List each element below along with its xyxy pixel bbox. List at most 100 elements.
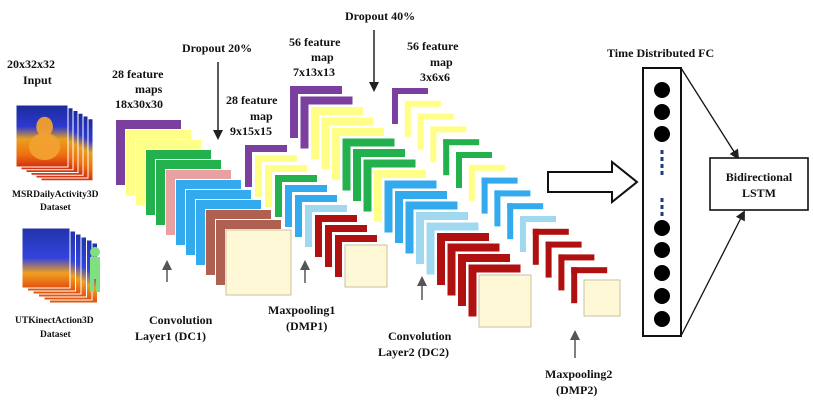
neuron — [654, 220, 670, 236]
feature-map-edge-top — [295, 195, 337, 202]
feature-map — [478, 274, 532, 328]
feature-map-edge-left — [447, 243, 456, 296]
neuron — [654, 265, 670, 281]
feature-map-edge-left — [332, 128, 340, 180]
feature-map — [225, 229, 292, 296]
feature-map-edge-top — [332, 128, 384, 136]
neuron — [654, 288, 670, 304]
ellipsis-dash — [660, 198, 664, 202]
feature-map-edge-top — [245, 145, 287, 152]
feature-map-edge-top — [325, 225, 367, 232]
feature-map-edge-left — [545, 241, 552, 278]
feature-map-edge-top — [186, 190, 251, 199]
feature-map-edge-left — [126, 130, 135, 195]
ellipsis-dash — [660, 171, 664, 175]
ellipsis-dash — [660, 157, 664, 161]
feature-map-edge-left — [417, 113, 424, 150]
feature-map-edge-left — [216, 220, 225, 285]
feature-map-edge-top — [363, 159, 416, 168]
dropout-40-label: Dropout 40% — [345, 9, 415, 23]
person-silhouette-leg — [90, 278, 94, 292]
input-label: Input — [23, 73, 52, 87]
feature-map-edge-left — [300, 96, 309, 149]
neuron — [654, 311, 670, 327]
dc1-maps-count: 28 feature — [112, 67, 164, 81]
dmp2-maps-word: map — [430, 55, 453, 69]
feature-map-edge-top — [342, 138, 395, 147]
dmp1-section: 28 feature map 9x15x15 Maxpooling1 (DMP1… — [226, 93, 388, 333]
person-silhouette — [90, 247, 100, 257]
feature-map-edge-left — [443, 139, 450, 176]
dropout-20-label: Dropout 20% — [182, 41, 252, 55]
feature-map-edge-left — [166, 170, 175, 235]
feature-map-edge-left — [468, 264, 477, 317]
fc-to-lstm-arrow-bottom — [680, 210, 745, 337]
feature-map-edge-top — [285, 185, 327, 192]
feature-map-edge-left — [295, 195, 302, 237]
feature-map-edge-left — [404, 100, 411, 137]
feature-map-edge-top — [468, 164, 505, 171]
feature-map-edge-left — [437, 233, 445, 285]
dmp2-section: 56 feature map 3x6x6 Maxpooling2 (DMP2) — [391, 39, 621, 397]
feature-map-edge-top — [494, 190, 531, 197]
input-section: 20x32x32 Input MSRDailyActivity3D Datase… — [7, 57, 100, 340]
feature-map-edge-top — [305, 205, 347, 212]
neuron — [654, 82, 670, 98]
feature-map-edge-top — [571, 267, 608, 274]
feature-map-edge-top — [374, 170, 426, 178]
feature-map-edge-top — [300, 96, 353, 105]
feature-map-edge-left — [558, 254, 565, 291]
feature-map-edge-top — [545, 241, 582, 248]
feature-map-edge-top — [426, 222, 479, 231]
feature-map-edge-left — [196, 200, 205, 265]
ellipsis-dash — [660, 164, 664, 168]
feature-map-edge-left — [456, 152, 462, 188]
dmp1-maps-size: 9x15x15 — [230, 124, 272, 138]
feature-map-edge-left — [571, 267, 578, 304]
feature-map-edge-top — [417, 113, 454, 120]
feature-map-edge-top — [456, 152, 492, 158]
feature-map-edge-top — [443, 139, 480, 146]
dmp1-feature-maps — [244, 144, 388, 288]
feature-map-edge-left — [374, 170, 382, 222]
person-silhouette-body — [90, 257, 100, 279]
feature-map-edge-left — [305, 205, 312, 247]
feature-map-edge-top — [468, 264, 521, 273]
feature-map-edge-left — [275, 175, 282, 217]
feature-map-edge-top — [156, 160, 221, 169]
dc2-feature-maps — [289, 85, 532, 328]
dc2-maps-word: map — [311, 50, 334, 64]
feature-map-edge-left — [405, 201, 414, 254]
dc1-maps-size: 18x30x30 — [115, 97, 163, 111]
dmp2-caption-line2: (DMP2) — [556, 383, 597, 397]
feature-map-edge-left — [426, 222, 435, 275]
feature-map-edge-top — [405, 201, 458, 210]
dc1-caption-line2: Layer1 (DC1) — [135, 329, 206, 343]
dc2-caption-line1: Convolution — [388, 329, 452, 343]
feature-map-edge-left — [430, 126, 437, 163]
dc2-caption-line2: Layer2 (DC2) — [378, 345, 449, 359]
feature-map-edge-top — [146, 150, 211, 159]
dc2-maps-size: 7x13x13 — [293, 65, 335, 79]
feature-map-edge-top — [275, 175, 317, 182]
feature-map-edge-top — [126, 130, 191, 139]
feature-map-edge-top — [430, 126, 467, 133]
dmp1-maps-count: 28 feature — [226, 93, 278, 107]
feature-map-edge-left — [136, 140, 145, 205]
feature-map-edge-top — [321, 117, 374, 126]
feature-map-edge-left — [458, 254, 466, 306]
feature-map-edge-top — [558, 254, 595, 261]
feature-map-edge-top — [255, 155, 297, 162]
feature-map-edge-top — [216, 220, 281, 229]
feature-map-edge-left — [468, 164, 475, 201]
feature-map-edge-top — [335, 235, 377, 242]
feature-map-edge-left — [384, 180, 393, 233]
feature-map-edge-left — [325, 225, 332, 267]
ellipsis-dash — [660, 212, 664, 216]
dc2-section: 56 feature map 7x13x13 Convolution Layer… — [289, 9, 532, 359]
fc-title: Time Distributed FC — [607, 46, 714, 60]
flow-arrow-icon — [547, 159, 639, 205]
person-silhouette — [36, 116, 53, 137]
dmp2-maps-count: 56 feature — [407, 39, 459, 53]
feature-map-edge-top — [507, 203, 544, 210]
